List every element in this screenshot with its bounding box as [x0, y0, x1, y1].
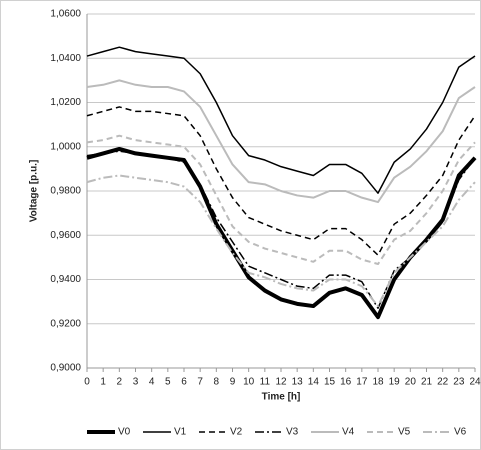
x-tick-label: 4 — [149, 377, 155, 388]
series-line — [86, 79, 476, 204]
legend-label: V1 — [174, 427, 187, 438]
legend-label: V5 — [398, 427, 411, 438]
x-tick-label: 5 — [165, 377, 171, 388]
x-tick-label: 3 — [133, 377, 139, 388]
y-tick-label: 1,0000 — [50, 141, 81, 152]
x-tick-label: 10 — [243, 377, 255, 388]
x-tick-label: 7 — [197, 377, 203, 388]
x-tick-label: 17 — [356, 377, 368, 388]
x-tick-label: 24 — [469, 377, 481, 388]
x-tick-label: 20 — [405, 377, 417, 388]
y-tick-label: 0,9400 — [50, 274, 81, 285]
x-tick-label: 16 — [340, 377, 352, 388]
x-tick-label: 11 — [260, 377, 271, 388]
legend-label: V4 — [342, 427, 355, 438]
legend-label: V3 — [286, 427, 299, 438]
x-tick-label: 13 — [292, 377, 304, 388]
series-line — [86, 134, 476, 266]
legend-label: V0 — [118, 427, 131, 438]
x-tick-label: 22 — [437, 377, 449, 388]
x-axis-title: Time [h] — [262, 392, 301, 403]
y-tick-label: 0,9200 — [50, 318, 81, 329]
series-line — [86, 106, 476, 256]
legend-label: V6 — [454, 427, 467, 438]
x-tick-label: 19 — [389, 377, 401, 388]
y-tick-label: 0,9600 — [50, 230, 81, 241]
x-tick-label: 15 — [324, 377, 336, 388]
y-tick-label: 0,9000 — [50, 363, 81, 374]
x-tick-label: 12 — [275, 377, 287, 388]
series-line — [86, 174, 476, 308]
y-tick-label: 1,0200 — [50, 97, 81, 108]
y-tick-label: 1,0600 — [50, 9, 81, 20]
y-axis-title: Voltage [p.u.] — [29, 160, 40, 223]
x-tick-label: 21 — [421, 377, 433, 388]
series-line — [86, 46, 476, 194]
x-tick-label: 8 — [214, 377, 220, 388]
x-tick-label: 14 — [308, 377, 320, 388]
y-tick-label: 0,9800 — [50, 186, 81, 197]
x-tick-label: 1 — [100, 377, 106, 388]
x-tick-label: 18 — [372, 377, 384, 388]
x-tick-label: 9 — [230, 377, 236, 388]
x-tick-label: 2 — [117, 377, 123, 388]
legend-label: V2 — [230, 427, 243, 438]
x-tick-label: 0 — [84, 377, 90, 388]
x-tick-label: 23 — [453, 377, 465, 388]
x-tick-label: 6 — [181, 377, 187, 388]
y-tick-label: 1,0400 — [50, 53, 81, 64]
